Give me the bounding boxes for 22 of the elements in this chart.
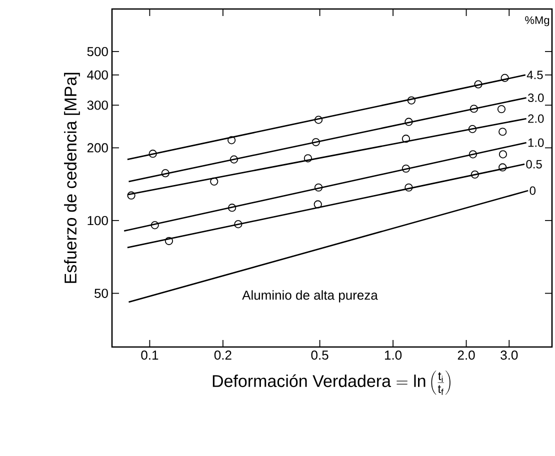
y-tick-label: 50 (94, 288, 108, 298)
x-axis-title: $\mbox{Deformación Verdadera} = \ln\left(\frac{\mathrm{t_i}}{\mathrm{t_f}}\right)$ (212, 370, 450, 395)
y-tick-label: 100 (88, 216, 108, 226)
legend-label: 1.0 (528, 138, 544, 147)
annotation: Aluminio de alta pureza (242, 290, 378, 302)
legend-label: 4.5 (526, 70, 543, 80)
x-tick-label: 0.1 (141, 350, 158, 360)
x-tick-label: 0.2 (214, 350, 232, 360)
x-tick-label: 3.0 (500, 350, 518, 360)
y-tick-label: 300 (87, 100, 108, 110)
series-label: 0 (530, 186, 536, 195)
y-axis-title: Esfuerzo de cedencia [MPa] (64, 72, 80, 283)
x-tick-label: 0.5 (311, 350, 328, 360)
x-tick-label: 1.0 (384, 350, 402, 360)
y-tick-label: 200 (87, 143, 108, 152)
series-label: 0.5 (526, 160, 542, 168)
legend-label: 3.0 (528, 94, 544, 102)
legend-title: %Mg (525, 16, 550, 26)
x-tick-label: 2.0 (458, 350, 475, 360)
y-tick-label: 400 (87, 70, 108, 80)
series-label: 2.0 (528, 114, 544, 123)
y-tick-label: 500 (87, 46, 108, 56)
